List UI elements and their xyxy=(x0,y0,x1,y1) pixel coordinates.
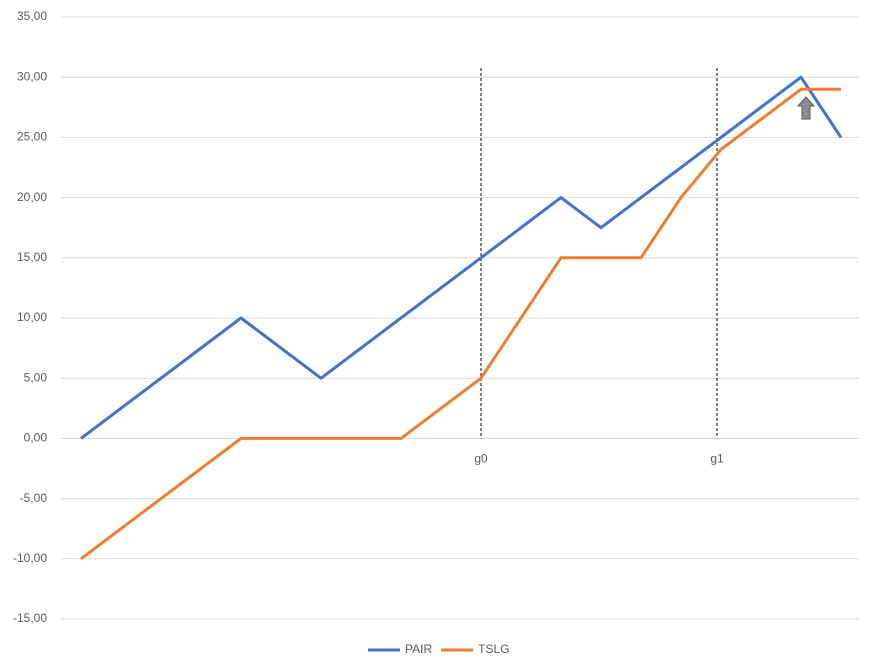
y-tick-label: 5,00 xyxy=(24,370,48,384)
y-tick-label: 20,00 xyxy=(17,190,47,204)
y-tick-label: -15,00 xyxy=(13,611,47,625)
line-series xyxy=(80,75,843,440)
y-tick-label: 15,00 xyxy=(17,250,47,264)
legend-label: TSLG xyxy=(478,642,509,656)
line-series xyxy=(80,87,841,560)
y-tick-label: 35,00 xyxy=(17,9,47,23)
legend-label: PAIR xyxy=(405,642,432,656)
y-tick-label: -10,00 xyxy=(13,551,47,565)
y-tick-label: 10,00 xyxy=(17,310,47,324)
annotation-arrow xyxy=(796,96,816,120)
legend: PAIR TSLG xyxy=(368,642,509,656)
y-tick-label: 30,00 xyxy=(17,69,47,83)
y-tick-label: 25,00 xyxy=(17,130,47,144)
marker-label: g1 xyxy=(710,452,724,466)
y-tick-label: 0,00 xyxy=(24,431,48,445)
y-tick-label: -5,00 xyxy=(20,491,48,505)
marker-label: g0 xyxy=(474,452,488,466)
